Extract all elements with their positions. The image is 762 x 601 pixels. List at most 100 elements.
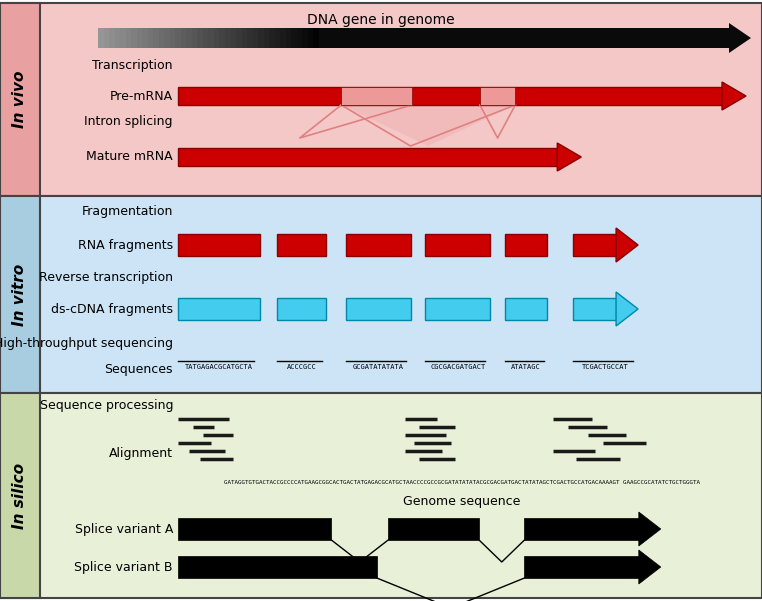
Bar	[242, 28, 248, 48]
Bar	[425, 298, 491, 320]
Bar	[480, 87, 515, 105]
Text: ACCCGCC: ACCCGCC	[287, 364, 316, 370]
Bar	[181, 28, 187, 48]
Text: In silico: In silico	[12, 462, 27, 528]
Bar	[131, 28, 138, 48]
Bar	[0, 196, 40, 393]
Bar	[104, 28, 110, 48]
Bar	[153, 28, 160, 48]
Bar	[341, 87, 412, 105]
Bar	[178, 518, 331, 540]
Bar	[178, 234, 261, 256]
Polygon shape	[557, 143, 581, 171]
Polygon shape	[341, 105, 515, 146]
Bar	[225, 28, 232, 48]
Bar	[524, 518, 639, 540]
Bar	[98, 28, 104, 48]
Bar	[319, 28, 729, 48]
Bar	[120, 28, 126, 48]
Bar	[214, 28, 220, 48]
Bar	[158, 28, 165, 48]
Text: TCGACTGCCAT: TCGACTGCCAT	[582, 364, 629, 370]
Bar	[345, 234, 411, 256]
Text: Intron splicing: Intron splicing	[85, 115, 173, 127]
Polygon shape	[639, 550, 661, 584]
Bar	[308, 28, 315, 48]
Bar	[178, 87, 722, 105]
Text: Pre-mRNA: Pre-mRNA	[110, 90, 173, 103]
Bar	[573, 298, 616, 320]
Text: In vitro: In vitro	[12, 263, 27, 326]
Text: Alignment: Alignment	[109, 447, 173, 460]
Text: High-throughput sequencing: High-throughput sequencing	[0, 337, 173, 350]
Bar	[236, 28, 242, 48]
Text: Fragmentation: Fragmentation	[82, 204, 173, 218]
Bar	[296, 28, 303, 48]
Bar	[573, 234, 616, 256]
Bar	[178, 556, 376, 578]
Bar	[231, 28, 237, 48]
Bar	[203, 28, 210, 48]
Bar	[126, 28, 132, 48]
Bar	[303, 28, 309, 48]
Text: CGCGACGATGACT: CGCGACGATGACT	[430, 364, 485, 370]
Bar	[197, 28, 204, 48]
Bar	[0, 393, 762, 598]
Bar	[345, 298, 411, 320]
Bar	[258, 28, 264, 48]
Text: Genome sequence: Genome sequence	[403, 495, 520, 508]
Bar	[148, 28, 154, 48]
Bar	[264, 28, 271, 48]
Bar	[178, 148, 557, 166]
Text: Splice variant A: Splice variant A	[75, 522, 173, 535]
Bar	[109, 28, 116, 48]
Bar	[247, 28, 254, 48]
Text: Sequences: Sequences	[104, 364, 173, 376]
Bar	[192, 28, 198, 48]
Bar	[165, 28, 171, 48]
Text: Transcription: Transcription	[92, 58, 173, 72]
Bar	[280, 28, 287, 48]
Bar	[175, 28, 182, 48]
Text: Sequence processing: Sequence processing	[40, 400, 173, 412]
Text: Reverse transcription: Reverse transcription	[39, 272, 173, 284]
Text: RNA fragments: RNA fragments	[78, 239, 173, 251]
Polygon shape	[729, 23, 751, 53]
Text: ds-cDNA fragments: ds-cDNA fragments	[51, 302, 173, 316]
Bar	[114, 28, 121, 48]
Text: TATGAGACGCATGCTA: TATGAGACGCATGCTA	[185, 364, 253, 370]
Polygon shape	[722, 82, 746, 110]
Bar	[0, 393, 40, 598]
Bar	[170, 28, 176, 48]
Bar	[209, 28, 215, 48]
Bar	[0, 196, 762, 393]
Bar	[178, 298, 261, 320]
Bar	[269, 28, 276, 48]
Text: ATATAGC: ATATAGC	[511, 364, 541, 370]
Text: Mature mRNA: Mature mRNA	[86, 150, 173, 163]
Bar	[0, 3, 40, 196]
Text: GCGATATATATA: GCGATATATATA	[353, 364, 404, 370]
Bar	[286, 28, 293, 48]
Text: GATAGGTGTGACTACCGCCCCATGAAGCGGCACTGACTATGAGACGCATGCTAACCCCGCCGCGATATATATACGCGACG: GATAGGTGTGACTACCGCCCCATGAAGCGGCACTGACTAT…	[224, 480, 700, 485]
Text: Splice variant B: Splice variant B	[75, 561, 173, 573]
Text: DNA gene in genome: DNA gene in genome	[307, 13, 455, 27]
Polygon shape	[616, 292, 638, 326]
Bar	[291, 28, 298, 48]
Bar	[0, 3, 762, 196]
Bar	[277, 234, 325, 256]
Bar	[274, 28, 281, 48]
Bar	[277, 298, 325, 320]
Bar	[313, 28, 320, 48]
Polygon shape	[616, 228, 638, 262]
Bar	[388, 518, 479, 540]
Bar	[252, 28, 259, 48]
Text: In vivo: In vivo	[12, 71, 27, 128]
Bar	[524, 556, 639, 578]
Bar	[142, 28, 149, 48]
Polygon shape	[639, 512, 661, 546]
Bar	[425, 234, 491, 256]
Bar	[136, 28, 143, 48]
Bar	[219, 28, 226, 48]
Bar	[504, 298, 547, 320]
